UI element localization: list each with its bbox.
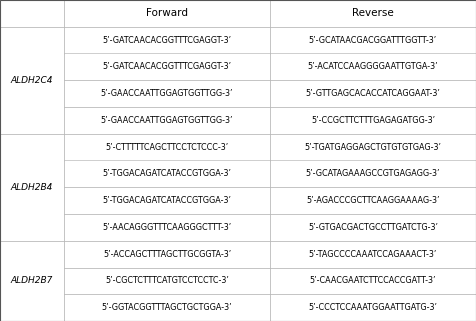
Bar xyxy=(0,27,64,134)
Bar xyxy=(270,294,476,321)
Text: 5’-GAACCAATTGGAGTGGTTGG-3’: 5’-GAACCAATTGGAGTGGTTGG-3’ xyxy=(101,89,233,98)
Bar xyxy=(270,214,476,241)
Bar xyxy=(270,267,476,294)
Bar xyxy=(64,187,270,214)
Text: Forward: Forward xyxy=(146,8,188,18)
Text: Reverse: Reverse xyxy=(352,8,394,18)
Bar xyxy=(0,241,64,321)
Text: 5’-TAGCCCCAAATCCAGAAACT-3’: 5’-TAGCCCCAAATCCAGAAACT-3’ xyxy=(309,250,437,259)
Text: 5’-TGGACAGATCATACCGTGGA-3’: 5’-TGGACAGATCATACCGTGGA-3’ xyxy=(102,169,232,178)
Text: 5’-GATCAACACGGTTTCGAGGT-3’: 5’-GATCAACACGGTTTCGAGGT-3’ xyxy=(102,36,232,45)
Text: ALDH2C4: ALDH2C4 xyxy=(11,76,53,85)
Text: 5’-CTTTTTCAGCTTCCTCTCCC-3’: 5’-CTTTTTCAGCTTCCTCTCCC-3’ xyxy=(106,143,228,152)
Text: 5’-GCATAGAAAGCCGTGAGAGG-3’: 5’-GCATAGAAAGCCGTGAGAGG-3’ xyxy=(306,169,440,178)
Text: 5’-GTGACGACTGCCTTGATCTG-3’: 5’-GTGACGACTGCCTTGATCTG-3’ xyxy=(308,223,438,232)
Text: 5’-AGACCCGCTTCAAGGAAAAG-3’: 5’-AGACCCGCTTCAAGGAAAAG-3’ xyxy=(306,196,440,205)
Text: 5’-TGGACAGATCATACCGTGGA-3’: 5’-TGGACAGATCATACCGTGGA-3’ xyxy=(102,196,232,205)
Text: 5’-GTTGAGCACACCATCAGGAAT-3’: 5’-GTTGAGCACACCATCAGGAAT-3’ xyxy=(306,89,440,98)
Text: ALDH2B4: ALDH2B4 xyxy=(11,183,53,192)
Text: 5’-GGTACGGTTTAGCTGCTGGA-3’: 5’-GGTACGGTTTAGCTGCTGGA-3’ xyxy=(102,303,232,312)
Text: 5’-CCGCTTCTTTGAGAGATGG-3’: 5’-CCGCTTCTTTGAGAGATGG-3’ xyxy=(311,116,435,125)
Bar xyxy=(270,0,476,27)
Text: 5’-GAACCAATTGGAGTGGTTGG-3’: 5’-GAACCAATTGGAGTGGTTGG-3’ xyxy=(101,116,233,125)
Text: 5’-TGATGAGGAGCTGTGTGTGAG-3’: 5’-TGATGAGGAGCTGTGTGTGAG-3’ xyxy=(305,143,441,152)
Text: 5’-ACCAGCTTTAGCTTGCGGTA-3’: 5’-ACCAGCTTTAGCTTGCGGTA-3’ xyxy=(103,250,231,259)
Bar xyxy=(64,27,270,54)
Bar xyxy=(64,241,270,267)
Text: 5’-CGCTCTTTCATGTCCTCCTC-3’: 5’-CGCTCTTTCATGTCCTCCTC-3’ xyxy=(105,276,229,285)
Text: 5’-CAACGAATCTTCCACCGATT-3’: 5’-CAACGAATCTTCCACCGATT-3’ xyxy=(310,276,436,285)
Bar xyxy=(64,214,270,241)
Bar xyxy=(270,160,476,187)
Bar xyxy=(270,54,476,80)
Bar xyxy=(64,134,270,160)
Text: 5’-CCCTCCAAATGGAATTGATG-3’: 5’-CCCTCCAAATGGAATTGATG-3’ xyxy=(308,303,437,312)
Text: 5’-GCATAACGACGGATTTGGTT-3’: 5’-GCATAACGACGGATTTGGTT-3’ xyxy=(309,36,437,45)
Bar xyxy=(64,267,270,294)
Bar xyxy=(270,187,476,214)
Bar xyxy=(270,27,476,54)
Bar xyxy=(64,107,270,134)
Bar xyxy=(64,80,270,107)
Bar xyxy=(64,0,270,27)
Bar xyxy=(270,241,476,267)
Text: 5’-GATCAACACGGTTTCGAGGT-3’: 5’-GATCAACACGGTTTCGAGGT-3’ xyxy=(102,62,232,71)
Bar xyxy=(64,54,270,80)
Text: ALDH2B7: ALDH2B7 xyxy=(11,276,53,285)
Text: 5’-AACAGGGTTTCAAGGGCTTT-3’: 5’-AACAGGGTTTCAAGGGCTTT-3’ xyxy=(102,223,232,232)
Bar xyxy=(0,134,64,241)
Bar xyxy=(64,294,270,321)
Bar xyxy=(270,107,476,134)
Text: 5’-ACATCCAAGGGGAATTGTGA-3’: 5’-ACATCCAAGGGGAATTGTGA-3’ xyxy=(307,62,438,71)
Bar xyxy=(270,134,476,160)
Bar xyxy=(0,0,64,27)
Bar xyxy=(270,80,476,107)
Bar xyxy=(64,160,270,187)
